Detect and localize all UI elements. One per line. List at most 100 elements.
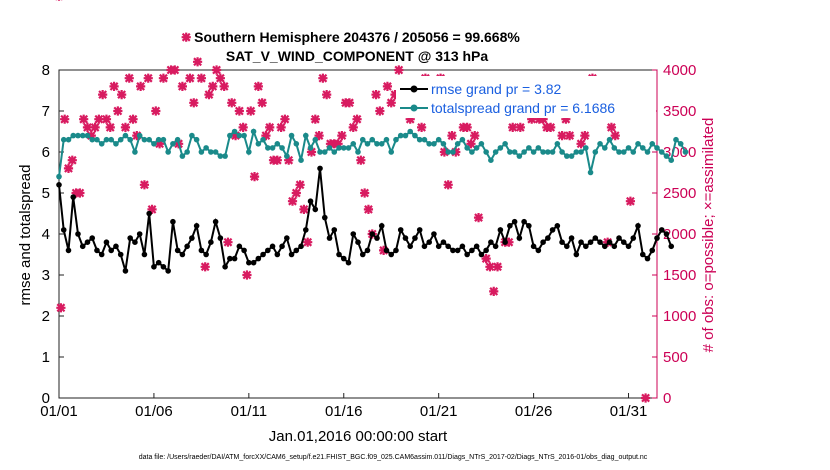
obs-assimilated-marker [261,131,271,141]
totalspread-point [160,136,167,143]
obs-assimilated-marker [557,131,567,141]
obs-assimilated-marker [356,155,366,165]
rmse-point [151,264,157,270]
totalspread-point [540,149,546,155]
totalspread-point [279,145,285,151]
rmse-point [170,218,176,225]
obs-assimilated-marker [565,131,575,141]
rmse-point [269,243,276,250]
rmse-point [56,182,62,188]
obs-assimilated-marker [230,131,241,141]
obs-assimilated-marker [394,65,404,75]
obs-assimilated-marker [291,188,301,198]
totalspread-point [445,149,451,155]
rmse-point [236,243,243,250]
obs-assimilated-marker [299,204,309,214]
obs-assimilated-marker [227,98,237,108]
totalspread-point [359,136,366,143]
rmse-point [227,255,233,262]
obs-assimilated-marker [63,163,74,173]
obs-assimilated-marker [344,98,355,108]
rmse-point [146,210,152,217]
obs-assimilated-marker [352,114,362,124]
totalspread-point [616,149,622,155]
obs-assimilated-marker [576,139,586,149]
obs-assimilated-marker [219,81,229,91]
totalspread-point [545,149,551,155]
totalspread-point [573,149,580,155]
totalspread-point [364,141,371,147]
y-right-tick-label: 0 [663,390,671,407]
rmse-point [654,235,660,241]
totalspread-point [189,132,195,139]
obs-assimilated-marker [117,90,127,100]
rmse-point [307,198,314,204]
totalspread-point [459,136,466,143]
obs-assimilated-marker [390,90,400,100]
totalspread-point [564,153,570,159]
rmse-point [397,227,404,233]
rmse-point [564,243,570,250]
totalspread-point [151,141,157,147]
totalspread-point [649,141,656,147]
rmse-point [507,223,513,229]
obs-assimilated-marker [610,131,620,141]
totalspread-point [132,149,138,155]
totalspread-point [70,132,77,139]
legend-totalspread-marker [410,104,418,112]
obs-assimilated-marker [238,122,248,132]
totalspread-point [450,149,456,155]
totalspread-point [397,132,404,139]
rmse-point [492,243,499,250]
rmse-point [127,235,133,241]
obs-assimilated-marker [625,196,636,206]
rmse-point [231,255,238,262]
y-right-tick-label: 1000 [663,308,696,325]
totalspread-point [231,128,238,135]
obs-assimilated-marker [272,155,282,165]
totalspread-point [421,136,428,143]
x-tick-label: 01/31 [610,403,648,420]
obs-assimilated-marker [363,204,374,214]
totalspread-point [554,141,561,147]
totalspread-point [103,136,110,143]
rmse-point [108,247,115,254]
totalspread-point [393,136,399,143]
rmse-point [483,247,489,254]
rmse-point [321,214,328,221]
totalspread-point [284,153,290,159]
totalspread-point [416,136,423,143]
rmse-point [568,235,575,241]
totalspread-point [136,132,143,139]
obs-assimilated-marker [75,188,85,198]
obs-assimilated-marker [82,122,93,132]
obs-assimilated-marker [485,262,495,272]
rmse-point [644,255,651,262]
plot-frame [58,69,658,399]
rmse-point [345,259,352,266]
rmse-point [416,227,423,233]
rmse-point [616,235,622,241]
totalspread-point [179,153,186,159]
obs-assimilated-marker [508,122,518,132]
obs-assimilated-marker [466,139,476,149]
legend-box [396,76,656,118]
totalspread-point [184,149,190,155]
obs-assimilated-marker [109,81,119,91]
obs-assimilated-marker [249,172,260,182]
rmse-point [473,243,480,250]
totalspread-point [246,149,252,155]
rmse-point [549,227,556,233]
totalspread-point [473,145,480,151]
rmse-point [383,247,390,254]
obs-assimilated-marker [170,65,180,75]
totalspread-point [212,149,219,155]
y-right-tick-label: 500 [663,349,688,366]
rmse-point [502,239,508,245]
totalspread-point [336,145,342,151]
obs-assimilated-marker [56,303,66,313]
totalspread-point [388,149,395,155]
rmse-point [526,223,532,229]
y-right-tick-label: 1500 [663,267,696,284]
